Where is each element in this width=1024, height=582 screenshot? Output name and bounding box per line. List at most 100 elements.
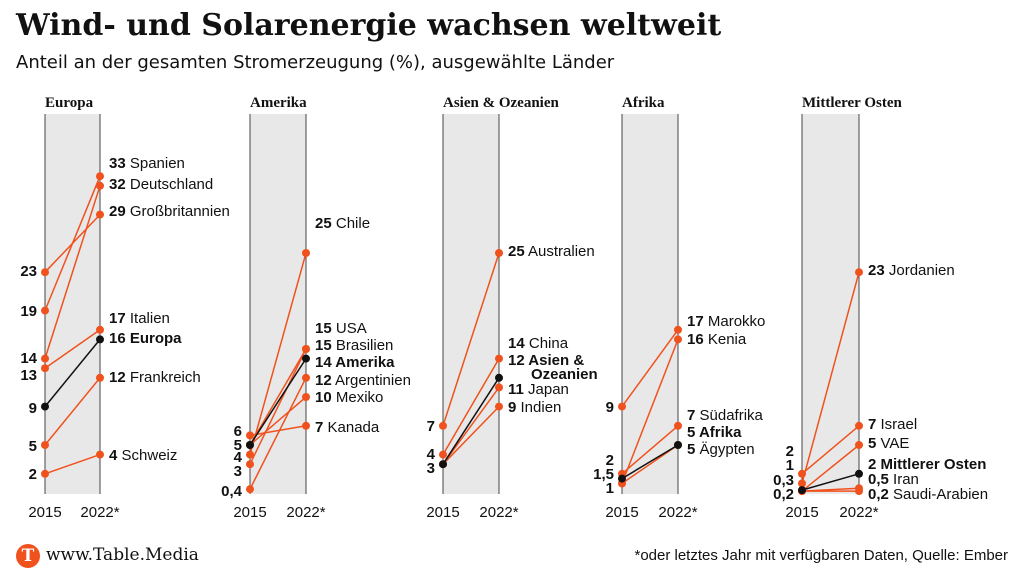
value-label-2022-deutschland: 32: [109, 176, 126, 193]
x-tick-amerika-2015: 2015: [233, 504, 266, 521]
value-label-2022-frankreich: 12: [109, 369, 126, 386]
series-name-iran: Iran: [889, 471, 919, 488]
point-2015-europa: [41, 402, 49, 411]
series-name-europa: Europa: [126, 330, 182, 347]
series-name-israel: Israel: [876, 416, 917, 433]
point-2015-argentinien: [246, 485, 254, 494]
point-2022-asien-und-ozeanien: [495, 373, 503, 382]
point-2015-china: [439, 450, 447, 459]
value-label-2022-afrika: 5: [687, 424, 695, 441]
label-suedafrika: 7 Südafrika: [687, 407, 764, 424]
value-label-2022-italien: 17: [109, 310, 126, 327]
series-line-argentinien: [249, 377, 307, 490]
series-name-marokko: Marokko: [704, 313, 766, 330]
x-tick-asien-und-ozeanien-2022: 2022*: [479, 504, 518, 521]
label-israel: 7 Israel: [868, 416, 917, 433]
value-label-2022-suedafrika: 7: [687, 407, 695, 424]
point-2022-japan: [495, 383, 503, 392]
series-name-italien: Italien: [126, 310, 170, 327]
x-tick-mittlerer-osten-2022: 2022*: [839, 504, 878, 521]
value-label-2022-schweiz: 4: [109, 447, 118, 464]
point-2015-mittlerer-osten: [798, 486, 806, 495]
point-2022-amerika: [302, 354, 310, 363]
series-name-argentinien: Argentinien: [332, 372, 411, 389]
label-usa: 15 USA: [315, 320, 367, 337]
value-label-2022-japan: 11: [508, 381, 524, 398]
point-2022-china: [495, 354, 503, 363]
label-schweiz: 4 Schweiz: [109, 447, 177, 464]
series-name-suedafrika: Südafrika: [695, 407, 763, 424]
label-grossbritannien: 29 Großbritannien: [109, 203, 230, 220]
label-jordanien: 23 Jordanien: [868, 262, 955, 279]
value-label-2022-israel: 7: [868, 416, 876, 433]
series-name-kenia: Kenia: [704, 331, 747, 348]
point-2015-asien-und-ozeanien: [439, 460, 447, 469]
series-name-japan: Japan: [524, 381, 569, 398]
series-line-italien: [44, 329, 101, 369]
point-2022-israel: [855, 421, 863, 430]
label-brasilien: 15 Brasilien: [315, 337, 393, 354]
value-label-2022-indien: 9: [508, 399, 516, 416]
value-label-2015-argentinien: 0,4: [221, 483, 243, 500]
value-label-2015-brasilien: 3: [234, 463, 242, 480]
label-italien: 17 Italien: [109, 310, 170, 327]
point-2015-jordanien: [798, 479, 806, 488]
label-kanada: 7 Kanada: [315, 419, 380, 436]
series-line-brasilien: [249, 348, 307, 465]
series-line-marokko: [621, 329, 679, 408]
point-2015-australien: [439, 421, 447, 430]
panel-band-asien-und-ozeanien: [443, 114, 499, 494]
value-label-2022-chile: 25: [315, 215, 332, 232]
series-name-jordanien: Jordanien: [885, 262, 955, 279]
value-label-2015-kenia: 1: [606, 480, 614, 497]
value-label-2015-israel: 2: [786, 443, 794, 460]
series-line-china: [442, 358, 500, 455]
point-2022-kanada: [302, 421, 310, 430]
table-media-logo-icon: T: [16, 544, 40, 568]
series-name-spanien: Spanien: [126, 155, 185, 172]
series-name-mittlerer-osten: Mittlerer Osten: [876, 456, 986, 473]
x-tick-afrika-2015: 2015: [605, 504, 638, 521]
series-name-grossbritannien: Großbritannien: [126, 203, 230, 220]
value-label-2015-spanien: 19: [20, 303, 37, 320]
point-2015-amerika: [246, 441, 254, 449]
point-2022-spanien: [96, 172, 104, 181]
value-label-2022-marokko: 17: [687, 313, 704, 330]
label-amerika: 14 Amerika: [315, 354, 395, 371]
series-name-vae: VAE: [876, 435, 909, 452]
label-spanien: 33 Spanien: [109, 155, 185, 172]
series-line-afrika: [621, 444, 679, 480]
value-label-2022-asien-und-ozeanien: 12: [508, 352, 525, 369]
series-line-israel: [801, 425, 860, 475]
series-line-europa: [44, 338, 101, 408]
value-label-2022-australien: 25: [508, 243, 525, 260]
series-line-frankreich: [44, 377, 101, 446]
point-2022-deutschland: [96, 181, 104, 190]
footer-source-note: *oder letztes Jahr mit verfügbaren Daten…: [634, 547, 1008, 564]
panel-asien-und-ozeanien: Asien & Ozeanien 2015 2022* 25 Australien 7 1…: [426, 95, 597, 521]
series-name-usa: USA: [332, 320, 367, 337]
point-2022-saudi-arabien: [855, 487, 863, 496]
value-label-2015-schweiz: 2: [29, 466, 37, 483]
series-name-frankreich: Frankreich: [126, 369, 201, 386]
series-name-mexiko: Mexiko: [332, 389, 384, 406]
point-2022-frankreich: [96, 373, 104, 382]
x-tick-asien-und-ozeanien-2015: 2015: [426, 504, 459, 521]
series-name-afrika: Afrika: [695, 424, 742, 441]
series-name-china: China: [525, 335, 569, 352]
value-label-2022-brasilien: 15: [315, 337, 332, 354]
point-2015-israel: [798, 469, 806, 478]
x-tick-europa-2015: 2015: [28, 504, 61, 521]
label-saudi-arabien: 0,2 Saudi-Arabien: [868, 486, 988, 503]
label-argentinien: 12 Argentinien: [315, 372, 411, 389]
point-2022-vae: [855, 441, 863, 449]
label-japan: 11 Japan: [508, 381, 569, 398]
value-label-2022-amerika: 14: [315, 354, 332, 371]
series-name-brasilien: Brasilien: [332, 337, 394, 354]
point-2022-brasilien: [302, 345, 310, 353]
point-2015-kanada: [246, 431, 254, 440]
label-asien-und-ozeanien: 12 Asien & Ozeanien: [508, 352, 598, 383]
label-mexiko: 10 Mexiko: [315, 389, 383, 406]
x-tick-mittlerer-osten-2015: 2015: [785, 504, 818, 521]
